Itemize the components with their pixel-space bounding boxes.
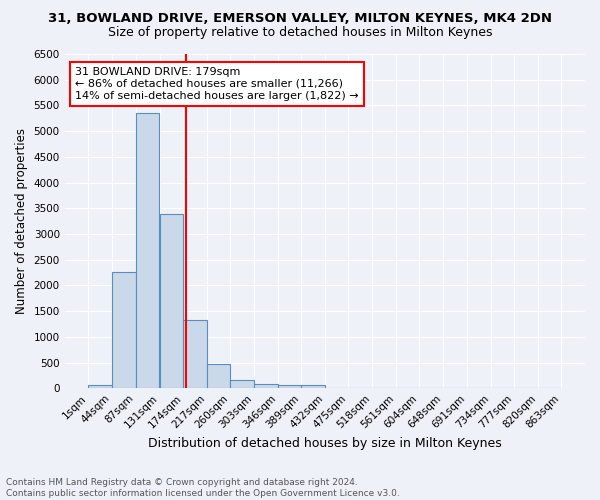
Text: 31, BOWLAND DRIVE, EMERSON VALLEY, MILTON KEYNES, MK4 2DN: 31, BOWLAND DRIVE, EMERSON VALLEY, MILTO… (48, 12, 552, 26)
Bar (112, 272, 136, 388)
Bar (254, 384, 278, 388)
Bar (136, 113, 159, 388)
Bar (88, 384, 112, 388)
Bar (160, 214, 183, 388)
Bar (301, 385, 325, 388)
Text: Size of property relative to detached houses in Milton Keynes: Size of property relative to detached ho… (108, 26, 492, 39)
Bar (183, 320, 207, 388)
Text: 31 BOWLAND DRIVE: 179sqm
← 86% of detached houses are smaller (11,266)
14% of se: 31 BOWLAND DRIVE: 179sqm ← 86% of detach… (75, 68, 359, 100)
Bar (278, 385, 301, 388)
Y-axis label: Number of detached properties: Number of detached properties (15, 128, 28, 314)
Bar (207, 364, 230, 388)
Text: Contains HM Land Registry data © Crown copyright and database right 2024.
Contai: Contains HM Land Registry data © Crown c… (6, 478, 400, 498)
Bar (230, 380, 254, 388)
X-axis label: Distribution of detached houses by size in Milton Keynes: Distribution of detached houses by size … (148, 437, 502, 450)
